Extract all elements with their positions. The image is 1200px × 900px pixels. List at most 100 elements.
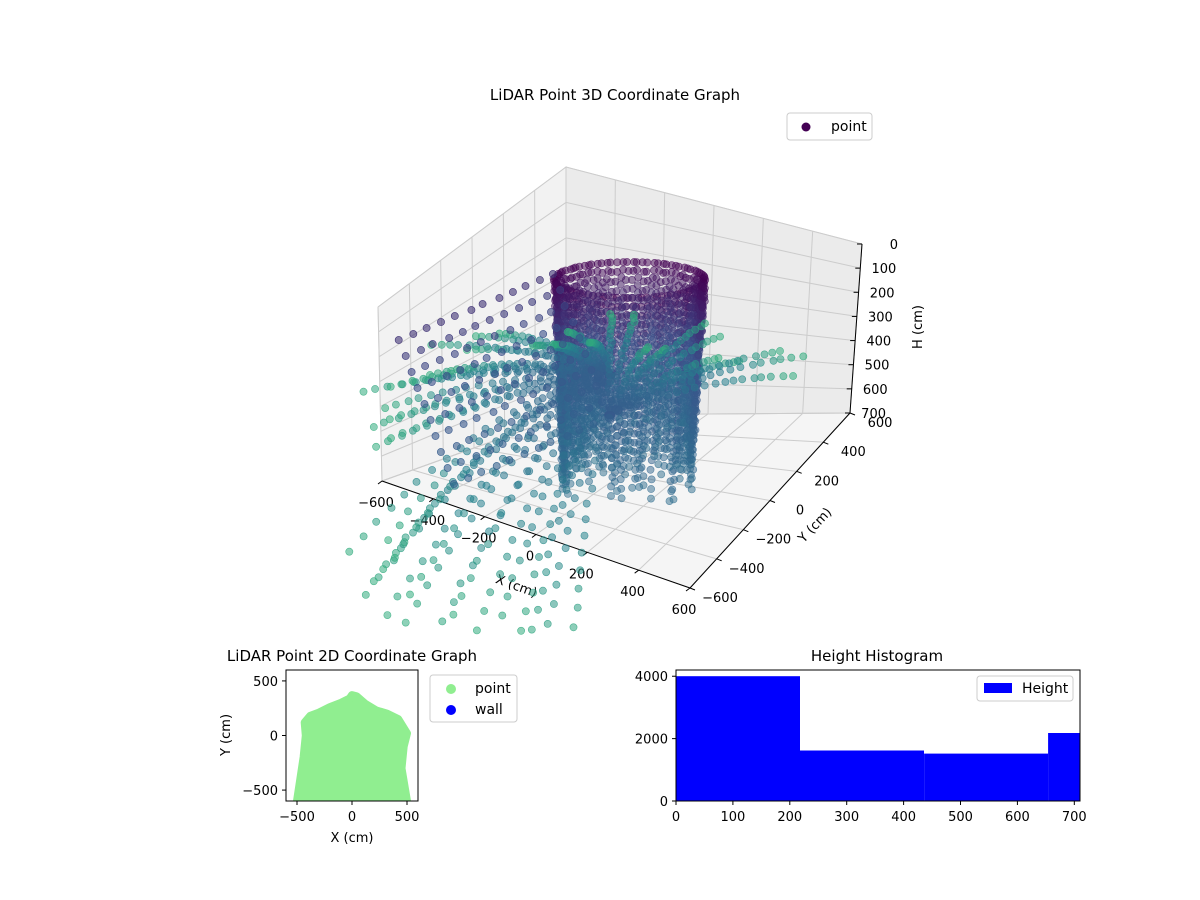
y-tick <box>849 412 856 416</box>
scan-point <box>706 371 715 380</box>
x-tick <box>634 569 639 574</box>
scan-point <box>627 403 635 412</box>
scan-point <box>581 515 590 524</box>
scan-point <box>390 553 399 562</box>
scan-point <box>449 598 458 606</box>
scan-point <box>589 420 598 428</box>
ticks-2d: −500 0 500 −500 0 500 <box>242 675 419 825</box>
x-tick-label: 600 <box>672 603 697 618</box>
scan-point <box>646 363 654 372</box>
scan-point <box>665 443 674 452</box>
y-tick <box>796 470 802 474</box>
scan-point <box>507 418 516 426</box>
scan-point <box>417 573 426 581</box>
scan-point <box>597 419 605 428</box>
scan-point <box>529 588 538 597</box>
scan-point <box>585 338 594 347</box>
scan-point <box>570 449 578 458</box>
scan-point <box>587 260 596 269</box>
scan-point <box>445 546 453 555</box>
x-tick <box>429 498 434 503</box>
scan-point <box>512 411 521 420</box>
scan-point <box>563 432 572 440</box>
scan-point <box>528 298 537 306</box>
point-cloud <box>345 258 808 635</box>
scan-point <box>716 368 724 377</box>
scan-point <box>700 284 709 293</box>
scan-point <box>497 348 506 356</box>
scan-point <box>553 489 562 498</box>
scan-point <box>475 437 484 446</box>
scan-point <box>456 579 465 588</box>
scan-point <box>472 345 480 354</box>
x-tick-label: −600 <box>358 496 394 511</box>
scan-point <box>400 490 409 499</box>
x-tick-label-hist: 0 <box>672 810 680 825</box>
scan-point <box>449 610 458 619</box>
scan-point <box>645 373 654 382</box>
scan-point <box>361 591 370 599</box>
scan-point <box>431 432 440 440</box>
ticks-3d: −600−400−2000200400600−600−400−200020040… <box>358 238 898 618</box>
scan-point <box>701 319 709 328</box>
scan-point <box>577 464 586 473</box>
scan-point <box>571 457 580 466</box>
scan-point <box>691 325 700 334</box>
scan-point <box>472 626 481 635</box>
scan-point <box>521 607 530 616</box>
scan-point <box>435 495 444 504</box>
scan-point <box>544 550 553 559</box>
scan-point <box>576 566 584 575</box>
scan-point <box>757 373 765 382</box>
scan-point <box>606 434 615 443</box>
scan-point <box>447 388 456 396</box>
scan-point <box>470 360 479 368</box>
scan-point <box>539 536 548 545</box>
scan-point <box>456 366 465 374</box>
scan-point <box>554 405 563 414</box>
legend-hist-swatch <box>984 683 1012 693</box>
scan-point <box>768 348 777 357</box>
scan-point <box>621 303 630 311</box>
scan-point <box>482 481 491 490</box>
scan-point <box>530 570 539 579</box>
scan-point <box>558 340 567 348</box>
scan-point <box>542 462 551 470</box>
scan-point <box>729 376 738 385</box>
plot-3d: LiDAR Point 3D Coordinate Graph −600 −400… <box>345 86 926 635</box>
scan-point <box>651 443 659 451</box>
scan-point <box>379 565 388 573</box>
plot-histogram: Height Histogram 0 100 200 300 400 500 600 7000… <box>635 647 1087 825</box>
scan-point <box>517 396 525 404</box>
scan-point <box>575 478 584 487</box>
scan-point <box>413 384 422 392</box>
ticks-histogram: 0 100 200 300 400 500 600 700 0 2000 4000 <box>635 670 1087 825</box>
y-tick-label: 200 <box>814 474 839 489</box>
y-tick <box>769 500 776 503</box>
scan-point <box>518 332 527 341</box>
y-tick <box>743 529 749 533</box>
scan-point <box>438 388 447 397</box>
scan-point <box>612 287 621 296</box>
scan-point <box>666 477 675 486</box>
scan-point <box>630 310 638 319</box>
scan-point <box>456 458 465 466</box>
scan-point <box>440 524 449 533</box>
y-tick-label: −200 <box>755 533 791 548</box>
scan-point <box>523 539 532 548</box>
scan-point <box>582 499 591 508</box>
scan-point <box>546 438 555 446</box>
grid-line-y-wall <box>408 283 414 471</box>
scan-point <box>507 346 516 354</box>
scan-point <box>381 404 390 412</box>
scan-point <box>460 382 469 390</box>
scan-point <box>484 540 493 549</box>
point-area-2d <box>293 691 411 801</box>
scan-point <box>635 483 644 491</box>
scan-point <box>524 403 533 412</box>
scan-point <box>500 402 509 410</box>
scan-point <box>538 475 547 484</box>
scan-point <box>408 376 417 385</box>
scan-point <box>633 281 642 289</box>
scan-point <box>463 344 471 352</box>
